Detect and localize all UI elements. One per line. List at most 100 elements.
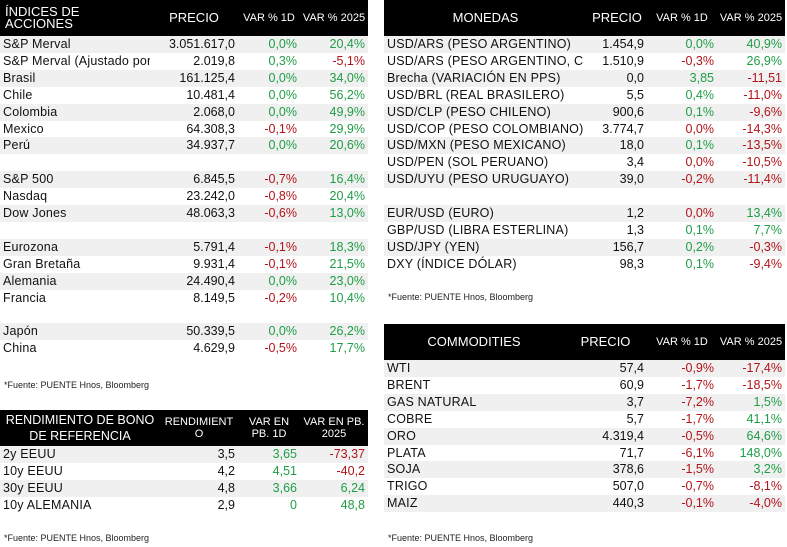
row-var-2025: 7,7% bbox=[753, 222, 783, 237]
row-price: 1.510,9 bbox=[602, 53, 644, 68]
row-var-1d: 0,0% bbox=[647, 205, 717, 222]
row-price: 900,6 bbox=[587, 103, 647, 121]
row-var-2025: 34,0% bbox=[300, 69, 368, 87]
row-var-2025: -73,37 bbox=[300, 446, 368, 463]
row-var-1d: -0,5% bbox=[264, 341, 297, 356]
table-row: China 4.629,9 -0,5% 17,7% bbox=[0, 340, 368, 357]
row-price: 2.068,0 bbox=[150, 103, 238, 121]
table-row: USD/UYU (PESO URUGUAYO) 39,0 -0,2% -11,4% bbox=[384, 171, 785, 189]
table-row: MAIZ 440,3 -0,1% -4,0% bbox=[384, 495, 785, 513]
row-var-1d: 0,0% bbox=[238, 69, 300, 87]
row-var-2025: -18,5% bbox=[742, 377, 782, 392]
row-var-1d: 3,85 bbox=[647, 69, 717, 87]
row-var-1d: -0,5% bbox=[647, 427, 717, 445]
row-name: GBP/USD (LIBRA ESTERLINA) bbox=[387, 222, 569, 237]
row-var-2025: 13,0% bbox=[300, 205, 368, 222]
table-row: Francia 8.149,5 -0,2% 10,4% bbox=[0, 290, 368, 307]
table-row: Colombia 2.068,0 0,0% 49,9% bbox=[0, 103, 368, 121]
table-row: USD/COP (PESO COLOMBIANO) 3.774,7 0,0% -14,… bbox=[384, 121, 785, 138]
row-name: Alemania bbox=[0, 272, 150, 290]
row-name: Japón bbox=[0, 323, 150, 341]
row-name: S&P 500 bbox=[0, 171, 150, 189]
row-price: 378,6 bbox=[564, 461, 647, 479]
bonds-header-var1d: VAR EN PB. 1D bbox=[238, 410, 300, 446]
commodities-header-price: PRECIO bbox=[564, 324, 647, 360]
row-var-2025: 23,0% bbox=[300, 272, 368, 290]
table-row: S&P 500 6.845,5 -0,7% 16,4% bbox=[0, 171, 368, 189]
row-var-2025: -0,3% bbox=[717, 238, 785, 256]
row-var-1d: 3,65 bbox=[238, 446, 300, 463]
table-row: Gran Bretaña 9.931,4 -0,1% 21,5% bbox=[0, 256, 368, 273]
row-var-2025: -13,5% bbox=[717, 137, 785, 155]
table-row: PLATA 71,7 -6,1% 148,0% bbox=[384, 445, 785, 462]
row-var-2025: -14,3% bbox=[742, 121, 782, 136]
row-price: 5,7 bbox=[626, 411, 644, 426]
row-name: USD/ARS (PESO ARGENTINO, C bbox=[387, 53, 584, 68]
row-price: 64.308,3 bbox=[186, 121, 235, 136]
row-name: DXY (ÍNDICE DÓLAR) bbox=[387, 256, 517, 271]
bonds-panel: RENDIMIENTO DE BONO DE REFERENCIA RENDIM… bbox=[0, 410, 368, 514]
row-var-2025: -4,0% bbox=[717, 495, 785, 513]
table-row: USD/ARS (PESO ARGENTINO) 1.454,9 0,0% 40,9% bbox=[384, 36, 785, 53]
row-var-2025: -8,1% bbox=[749, 479, 782, 494]
row-name: USD/UYU (PESO URUGUAYO) bbox=[384, 171, 587, 189]
row-name: Dow Jones bbox=[0, 205, 150, 222]
table-row: BRENT 60,9 -1,7% -18,5% bbox=[384, 377, 785, 394]
row-price: 440,3 bbox=[564, 495, 647, 513]
row-var-1d: -0,1% bbox=[647, 495, 717, 513]
table-row: COBRE 5,7 -1,7% 41,1% bbox=[384, 411, 785, 428]
row-var-1d: 0,1% bbox=[685, 222, 715, 237]
row-name: 10y EEUU bbox=[3, 463, 63, 478]
row-name: EUR/USD (EURO) bbox=[384, 205, 587, 222]
table-row: 10y EEUU 4,2 4,51 -40,2 bbox=[0, 463, 368, 480]
table-row: USD/BRL (REAL BRASILERO) 5,5 0,4% -11,0% bbox=[384, 87, 785, 104]
row-name: Perú bbox=[0, 137, 150, 155]
row-var-1d: 0,0% bbox=[685, 121, 715, 136]
row-name: Nasdaq bbox=[3, 189, 48, 204]
bonds-header-name: RENDIMIENTO DE BONO DE REFERENCIA bbox=[0, 410, 160, 446]
commodities-table: COMMODITIES PRECIO VAR % 1D VAR % 2025 W… bbox=[384, 324, 785, 513]
row-var-1d: 0,0% bbox=[685, 155, 715, 170]
row-name: USD/MXN (PESO MEXICANO) bbox=[384, 137, 587, 155]
row-name: Brecha (VARIACIÓN EN PPS) bbox=[384, 69, 587, 87]
row-name: Eurozona bbox=[0, 238, 150, 256]
indices-source: *Fuente: PUENTE Hnos, Bloomberg bbox=[4, 380, 150, 390]
currencies-header-price: PRECIO bbox=[587, 0, 647, 36]
row-var-1d: 0 bbox=[290, 497, 297, 512]
row-name: Gran Bretaña bbox=[3, 256, 81, 271]
row-var-2025: -40,2 bbox=[336, 463, 366, 478]
row-name: SOJA bbox=[384, 461, 564, 479]
row-name: S&P Merval bbox=[0, 36, 150, 53]
row-var-2025: 18,3% bbox=[300, 238, 368, 256]
row-price: 98,3 bbox=[619, 256, 644, 271]
row-var-2025: 26,9% bbox=[746, 53, 782, 68]
row-price: 24.490,4 bbox=[150, 272, 238, 290]
table-row: EUR/USD (EURO) 1,2 0,0% 13,4% bbox=[384, 205, 785, 222]
table-row: Brasil 161.125,4 0,0% 34,0% bbox=[0, 69, 368, 87]
row-var-1d: 0,1% bbox=[647, 103, 717, 121]
row-var-2025: 13,4% bbox=[717, 205, 785, 222]
row-var-1d: -0,2% bbox=[647, 171, 717, 189]
row-price: 4,8 bbox=[160, 479, 238, 497]
table-row: USD/PEN (SOL PERUANO) 3,4 0,0% -10,5% bbox=[384, 154, 785, 171]
row-var-1d: 0,2% bbox=[647, 238, 717, 256]
row-var-2025: 148,0% bbox=[739, 445, 782, 460]
row-var-1d: 0,0% bbox=[238, 36, 300, 53]
row-price: 8.149,5 bbox=[193, 290, 235, 305]
row-price: 2,9 bbox=[217, 497, 235, 512]
spacer-row bbox=[384, 188, 785, 206]
currencies-header-name: MONEDAS bbox=[384, 0, 587, 36]
spacer-cell bbox=[0, 306, 368, 324]
spacer-cell bbox=[0, 221, 368, 239]
row-var-1d: 0,0% bbox=[647, 36, 717, 53]
row-price: 3.051.617,0 bbox=[150, 36, 238, 53]
table-row: GBP/USD (LIBRA ESTERLINA) 1,3 0,1% 7,7% bbox=[384, 222, 785, 239]
row-var-2025: 21,5% bbox=[329, 256, 365, 271]
row-price: 4,2 bbox=[217, 463, 235, 478]
row-name: Francia bbox=[3, 290, 47, 305]
table-row: 2y EEUU 3,5 3,65 -73,37 bbox=[0, 446, 368, 463]
table-row: S&P Merval 3.051.617,0 0,0% 20,4% bbox=[0, 36, 368, 53]
table-row: USD/MXN (PESO MEXICANO) 18,0 0,1% -13,5% bbox=[384, 137, 785, 155]
row-var-1d: 0,1% bbox=[685, 256, 715, 271]
row-var-2025: -11,4% bbox=[717, 171, 785, 189]
